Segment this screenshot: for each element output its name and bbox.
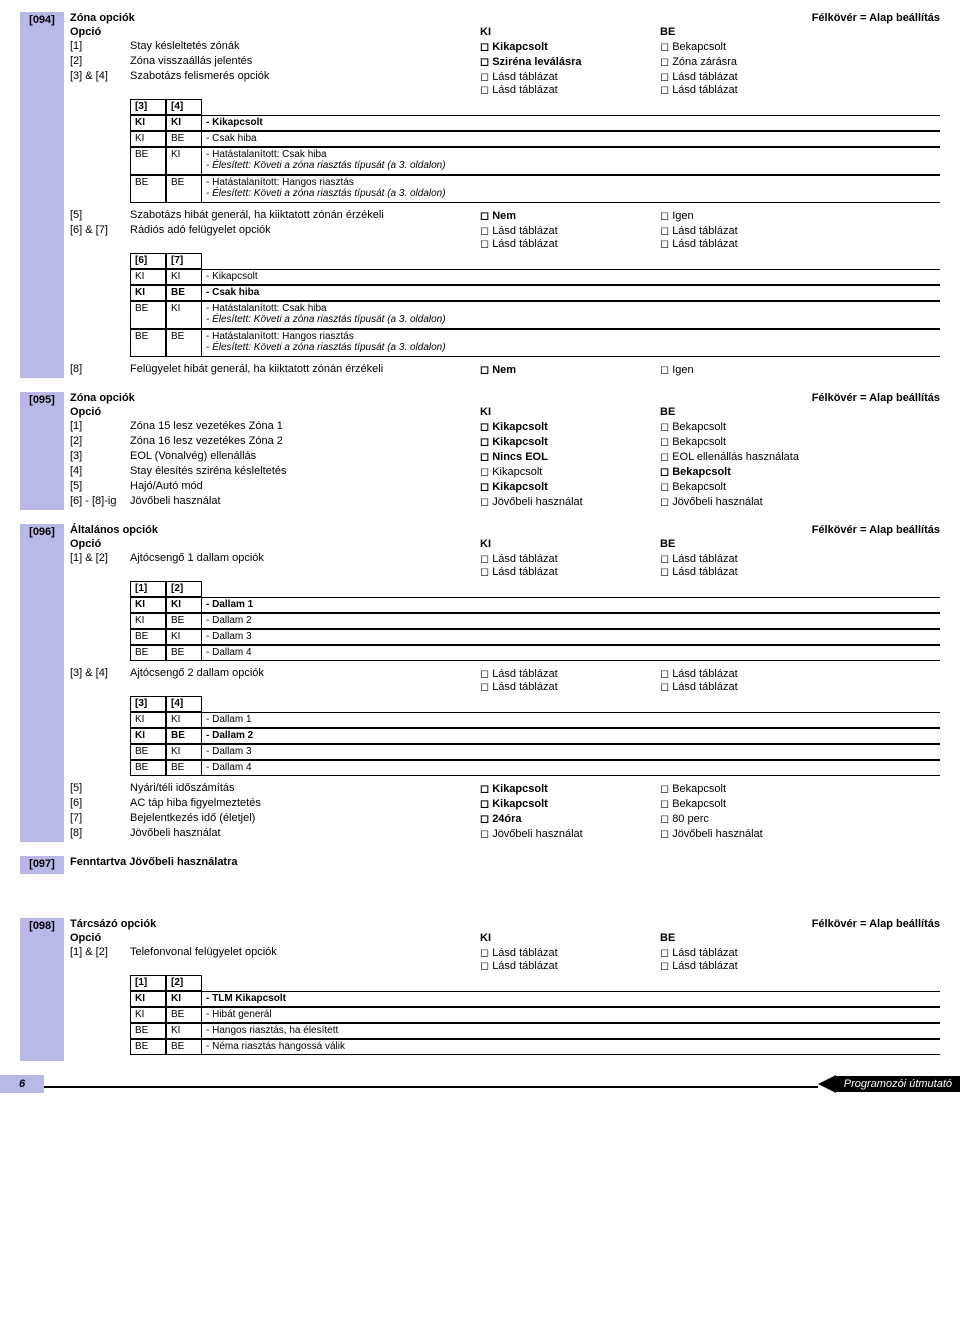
page-footer: 6 Programozói útmutató [0, 1075, 960, 1093]
section-code: [095] [20, 392, 64, 510]
subtable-96-1: [1][2] KIKI- Dallam 1 KIBE- Dallam 2 BEK… [130, 581, 940, 661]
row-be: Zóna zárásra [660, 55, 940, 68]
row-label: Szabotázs felismerés opciók [130, 70, 480, 82]
section-code: [094] [20, 12, 64, 378]
row-label: Szabotázs hibát generál, ha kiiktatott z… [130, 209, 480, 221]
section-title: Zóna opciók [70, 12, 135, 24]
row-label: Zóna visszaállás jelentés [130, 55, 480, 67]
row-num: [5] [70, 209, 130, 221]
row-num: [1] [70, 40, 130, 52]
row-be: Igen [660, 363, 940, 376]
row-ki: Kikapcsolt [480, 40, 660, 53]
footer-wedge-icon [818, 1075, 836, 1093]
row-num: [6] & [7] [70, 224, 130, 236]
row-num: [8] [70, 363, 130, 375]
section-code: [097] [20, 856, 64, 874]
row-label: Stay késleltetés zónák [130, 40, 480, 52]
row-num: [2] [70, 55, 130, 67]
section-code: [098] [20, 918, 64, 1061]
row-be: Bekapcsolt [660, 40, 940, 53]
subtable-96-2: [3][4] KIKI- Dallam 1 KIBE- Dallam 2 BEK… [130, 696, 940, 776]
hdr-ki: KI [480, 26, 660, 38]
section-094: [094] Zóna opciók Félkövér = Alap beállí… [20, 12, 940, 378]
section-097: [097] Fenntartva Jövőbeli használatra [20, 856, 940, 874]
section-code: [096] [20, 524, 64, 842]
subtable-94-1: [3][4] KIKI- Kikapcsolt KIBE- Csak hiba … [130, 99, 940, 203]
subtable-94-2: [6][7] KIKI- Kikapcsolt KIBE- Csak hiba … [130, 253, 940, 357]
row-num: [3] & [4] [70, 70, 130, 82]
section-098: [098] Tárcsázó opciók Félkövér = Alap be… [20, 918, 940, 1061]
row-ki: Nem [480, 209, 660, 222]
subtable-98-1: [1][2] KIKI- TLM Kikapcsolt KIBE- Hibát … [130, 975, 940, 1055]
row-be: Igen [660, 209, 940, 222]
section-title: Fenntartva Jövőbeli használatra [70, 856, 238, 868]
section-096: [096] Általános opciók Félkövér = Alap b… [20, 524, 940, 842]
footer-text: Programozói útmutató [836, 1076, 960, 1092]
row-ki: Sziréna leválásra [480, 55, 660, 68]
section-095: [095] Zóna opciók Félkövér = Alap beállí… [20, 392, 940, 510]
hdr-opt: Opció [70, 26, 130, 38]
page-number: 6 [0, 1075, 44, 1093]
row-ki: Nem [480, 363, 660, 376]
row-label: Rádiós adó felügyelet opciók [130, 224, 480, 236]
section-title: Általános opciók [70, 524, 158, 536]
section-title: Tárcsázó opciók [70, 918, 156, 930]
section-title: Zóna opciók [70, 392, 135, 404]
hdr-be: BE [660, 26, 940, 38]
row-label: Felügyelet hibát generál, ha kiiktatott … [130, 363, 480, 375]
